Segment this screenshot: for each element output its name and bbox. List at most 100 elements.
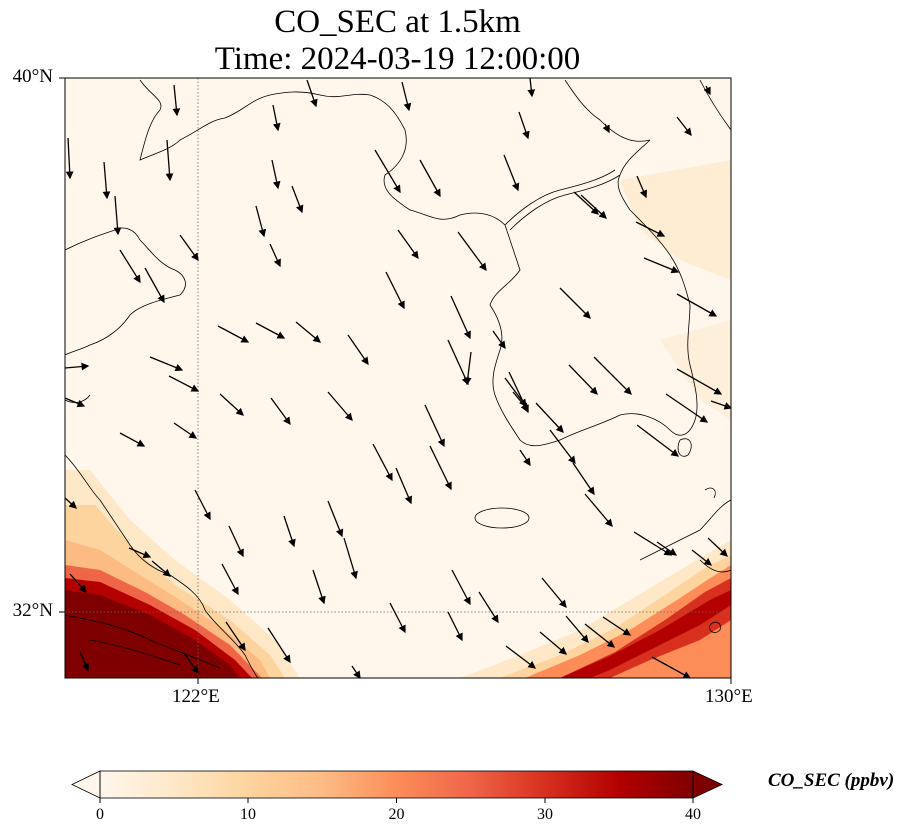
wind-arrow <box>312 569 326 605</box>
wind-arrow <box>656 541 678 556</box>
wind-arrow <box>568 364 598 395</box>
wind-arrow <box>504 377 527 408</box>
wind-arrow <box>225 621 246 652</box>
wind-arrow <box>478 591 499 624</box>
wind-arrow <box>580 194 607 219</box>
wind-arrow <box>69 573 87 593</box>
wind-arrow <box>165 139 174 182</box>
wind-arrow <box>450 295 471 340</box>
colorbar-tick-10: 10 <box>240 806 256 823</box>
lon-label-130e: 130°E <box>705 686 753 707</box>
wind-arrow <box>306 79 318 108</box>
wind-arrow <box>584 623 616 648</box>
wind-arrow <box>535 402 564 433</box>
wind-arrow <box>183 652 199 675</box>
wind-arrow <box>635 221 666 237</box>
wind-arrow <box>593 356 632 395</box>
wind-arrow <box>503 154 520 192</box>
map-title-line1: CO_SEC at 1.5km <box>274 4 521 40</box>
wind-arrow <box>424 404 445 448</box>
wind-arrow <box>676 293 718 317</box>
wind-arrow <box>168 375 200 392</box>
wind-arrow <box>65 497 77 509</box>
wind-arrow <box>395 467 413 505</box>
wind-arrow <box>221 563 239 596</box>
wind-arrow <box>173 422 198 439</box>
wind-arrow <box>347 334 369 366</box>
wind-arrow <box>194 489 211 521</box>
wind-arrow <box>272 104 281 132</box>
wind-arrow <box>643 257 680 274</box>
wind-arrow <box>270 397 291 426</box>
wind-arrow <box>636 175 648 199</box>
wind-arrow <box>65 362 90 371</box>
wind-arrow <box>144 267 165 304</box>
axis-ticks <box>59 77 732 684</box>
wind-arrow <box>691 549 713 566</box>
wind-arrow <box>172 84 181 117</box>
wind-arrow <box>327 391 353 421</box>
map-title-line2: Time: 2024-03-19 12:00:00 <box>214 41 581 77</box>
wind-arrow <box>219 393 244 416</box>
wind-arrow <box>228 525 244 558</box>
lon-label-122e: 122°E <box>172 686 220 707</box>
wind-arrow <box>151 560 171 577</box>
gridlines <box>65 78 731 678</box>
wind-arrow <box>385 271 405 310</box>
wind-arrow <box>602 616 632 636</box>
wind-arrow <box>676 116 692 137</box>
wind-arrow <box>217 325 250 343</box>
wind-arrow <box>559 287 591 319</box>
colorbar-tick-30: 30 <box>537 806 553 823</box>
wind-arrow <box>372 443 393 482</box>
wind-arrow <box>374 149 401 194</box>
wind-arrow <box>527 78 536 98</box>
wind-arrow <box>269 243 281 268</box>
colorbar-label: CO_SEC (ppbv) <box>768 770 895 791</box>
wind-arrow <box>79 651 89 672</box>
wind-arrow <box>255 322 286 339</box>
wind-arrow <box>602 123 610 134</box>
wind-arrow <box>343 537 358 580</box>
wind-arrow <box>389 602 406 634</box>
wind-arrow <box>65 397 86 408</box>
wind-arrow <box>710 400 731 410</box>
wind-arrow <box>572 462 595 496</box>
wind-arrow <box>351 665 361 678</box>
wind-arrow <box>707 537 728 557</box>
map-frame <box>64 77 732 679</box>
wind-arrow <box>295 321 321 343</box>
wind-arrow <box>492 330 506 350</box>
colorbar-tick-0: 0 <box>96 806 104 823</box>
wind-arrow <box>573 191 599 215</box>
colorbar-tick-20: 20 <box>388 806 405 823</box>
wind-arrow <box>327 500 344 538</box>
wind-arrow <box>283 515 296 548</box>
wind-arrow <box>518 111 530 140</box>
wind-arrow <box>463 351 472 386</box>
wind-arrow <box>291 185 304 214</box>
wind-arrow <box>429 445 452 491</box>
wind-arrow <box>539 631 567 655</box>
colorbar-tick-40: 40 <box>685 806 701 823</box>
lat-label-40n: 40°N <box>12 66 53 87</box>
wind-arrow <box>149 356 184 372</box>
wind-arrow <box>102 161 111 200</box>
wind-arrow <box>179 234 199 262</box>
wind-arrow <box>457 231 487 272</box>
wind-arrow <box>565 615 589 643</box>
wind-arrow <box>271 159 281 190</box>
wind-arrow <box>267 627 291 664</box>
wind-arrow <box>665 393 709 423</box>
wind-arrow <box>505 645 537 669</box>
wind-arrow <box>397 229 419 260</box>
wind-arrow <box>651 656 692 678</box>
wind-arrow <box>447 339 469 386</box>
wind-arrow <box>113 195 122 236</box>
wind-arrow <box>419 159 441 198</box>
wind-arrow <box>65 137 74 180</box>
wind-arrow <box>119 249 141 284</box>
wind-arrow <box>401 81 412 112</box>
wind-arrow <box>128 547 152 559</box>
wind-arrow <box>451 569 471 606</box>
